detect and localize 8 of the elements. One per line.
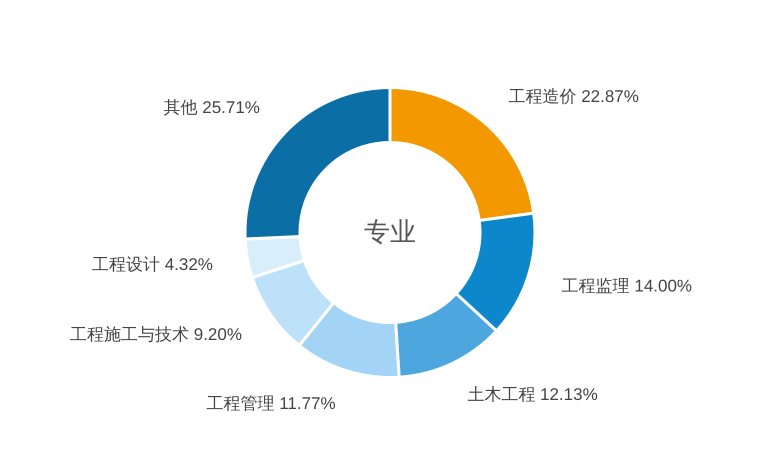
- slice-label: 工程管理 11.77%: [206, 394, 336, 414]
- slice-label: 工程施工与技术 9.20%: [70, 324, 242, 344]
- slice-label: 工程造价 22.87%: [508, 86, 639, 106]
- slice-label: 工程设计 4.32%: [92, 254, 213, 274]
- text: 专业: [364, 216, 416, 246]
- slice-label: 工程监理 14.00%: [562, 276, 692, 296]
- slice-label: 其他 25.71%: [164, 98, 260, 118]
- slice-label: 土木工程 12.13%: [467, 385, 598, 404]
